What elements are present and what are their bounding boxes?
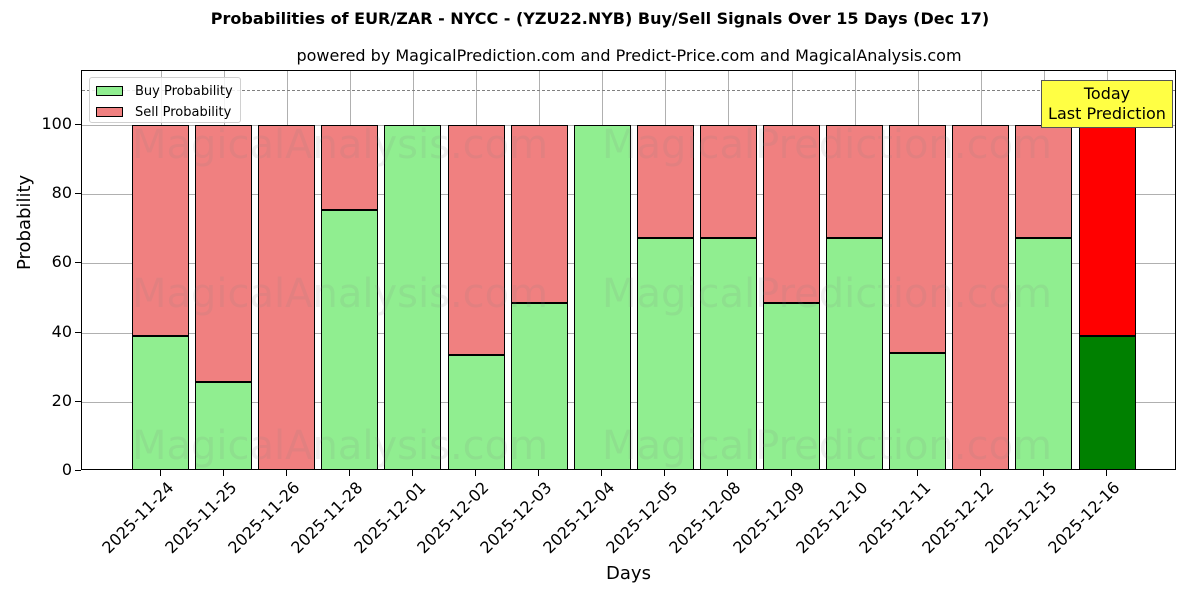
x-tick [853, 470, 855, 476]
y-tick-label: 0 [61, 460, 72, 479]
chart-title: Probabilities of EUR/ZAR - NYCC - (YZU22… [210, 9, 990, 28]
x-tick [790, 470, 792, 476]
buy-swatch-icon [96, 86, 123, 96]
reference-line-110 [82, 90, 1175, 92]
plot-area: MagicalAnalysis.comMagicalPrediction.com… [81, 70, 1176, 470]
x-tick [1106, 470, 1107, 476]
legend-item-sell: Sell Probability [96, 104, 231, 120]
buy-bar [1078, 336, 1136, 469]
buy-bar [763, 302, 820, 469]
sell-bar [826, 125, 884, 238]
y-tick-label: 100 [41, 114, 72, 133]
sell-bar [763, 125, 820, 303]
y-tick [75, 400, 81, 402]
buy-bar [826, 237, 884, 469]
sell-bar [258, 125, 316, 469]
x-tick [601, 470, 603, 476]
x-tick [285, 470, 287, 476]
x-tick [727, 470, 729, 476]
buy-bar [636, 237, 694, 469]
chart-subtitle: powered by MagicalPrediction.com and Pre… [296, 46, 962, 65]
x-tick [159, 470, 161, 476]
legend-sell-label: Sell Probability [135, 104, 232, 120]
buy-bar [321, 209, 379, 469]
legend-buy-label: Buy Probability [135, 83, 233, 99]
x-tick [348, 470, 350, 476]
sell-bar [889, 125, 947, 353]
x-tick [411, 470, 413, 476]
y-axis-title: Probability [14, 174, 35, 270]
buy-bar [195, 382, 253, 469]
sell-bar [132, 125, 189, 337]
y-tick [75, 331, 81, 333]
legend-item-buy: Buy Probability [96, 83, 233, 99]
buy-bar [384, 125, 442, 469]
sell-bar [195, 125, 253, 383]
sell-bar [952, 125, 1010, 469]
sell-bar [1015, 125, 1073, 238]
buy-bar [132, 336, 189, 469]
x-tick [475, 470, 476, 476]
buy-bar [699, 237, 757, 469]
sell-bar [699, 125, 757, 238]
x-tick [979, 470, 981, 476]
sell-bar [510, 125, 568, 304]
y-tick-label: 80 [51, 183, 72, 203]
annotation-line-1: Today [1083, 84, 1131, 103]
y-tick [75, 193, 81, 195]
buy-bar [447, 355, 505, 469]
sell-bar [321, 125, 379, 210]
x-axis-title: Days [606, 563, 651, 584]
today-annotation: Today Last Prediction [1041, 80, 1173, 128]
y-tick [75, 470, 81, 471]
buy-bar [573, 125, 631, 469]
buy-bar [889, 352, 947, 469]
sell-bar [1078, 125, 1136, 337]
x-tick [916, 470, 918, 476]
y-tick-label: 40 [51, 321, 72, 341]
sell-bar [636, 125, 694, 238]
y-tick-label: 20 [51, 390, 72, 410]
y-tick [75, 124, 81, 125]
buy-bar [1015, 237, 1073, 469]
x-tick [664, 470, 666, 476]
buy-bar [510, 303, 568, 469]
sell-swatch-icon [96, 107, 123, 117]
y-tick [75, 262, 81, 264]
x-tick [222, 470, 224, 476]
legend: Buy Probability Sell Probability [89, 77, 241, 123]
y-tick-label: 60 [51, 252, 72, 272]
x-tick [538, 470, 540, 476]
sell-bar [447, 125, 505, 356]
annotation-line-2: Last Prediction [1048, 104, 1166, 123]
x-tick [1042, 470, 1044, 476]
